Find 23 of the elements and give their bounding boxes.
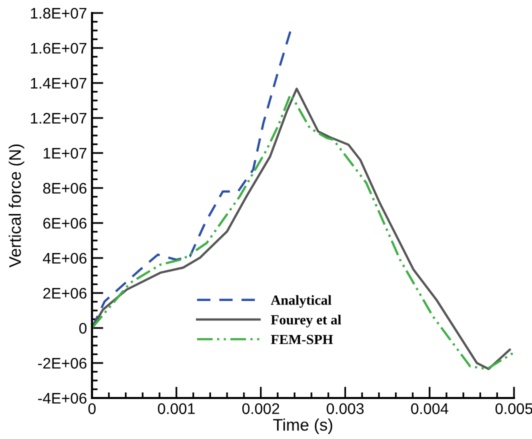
x-axis-title: Time (s) [273,418,332,434]
y-tick-label: 0 [79,322,87,334]
x-tick-label: 0.004 [411,403,448,414]
y-tick-label: 1.4E+07 [30,78,86,89]
legend-label: FEM-SPH [270,334,333,344]
x-tick-label: 0 [88,403,96,414]
y-tick-label: 1.8E+07 [30,8,86,19]
x-tick-label: 0.005 [495,403,532,414]
y-tick-label: 8E+06 [43,182,86,194]
y-tick-label: 1.2E+07 [30,112,86,124]
y-tick-label: 4E+06 [42,252,86,264]
x-tick-label: 0.003 [326,403,364,414]
y-tick-label: 2E+06 [43,288,86,299]
y-tick-label: -2E+06 [38,358,86,369]
y-tick-label: -4E+06 [38,392,86,404]
y-tick-label: 1E+07 [44,148,86,159]
x-tick-label: 0.001 [158,403,195,414]
legend-label: Fourey et al [270,314,342,328]
y-tick-label: 6E+06 [43,218,86,229]
y-tick-label: 1.6E+07 [30,42,86,54]
y-axis-title: Vertical force (N) [8,144,24,268]
legend-label: Analytical [270,295,332,308]
x-tick-label: 0.002 [242,403,280,414]
